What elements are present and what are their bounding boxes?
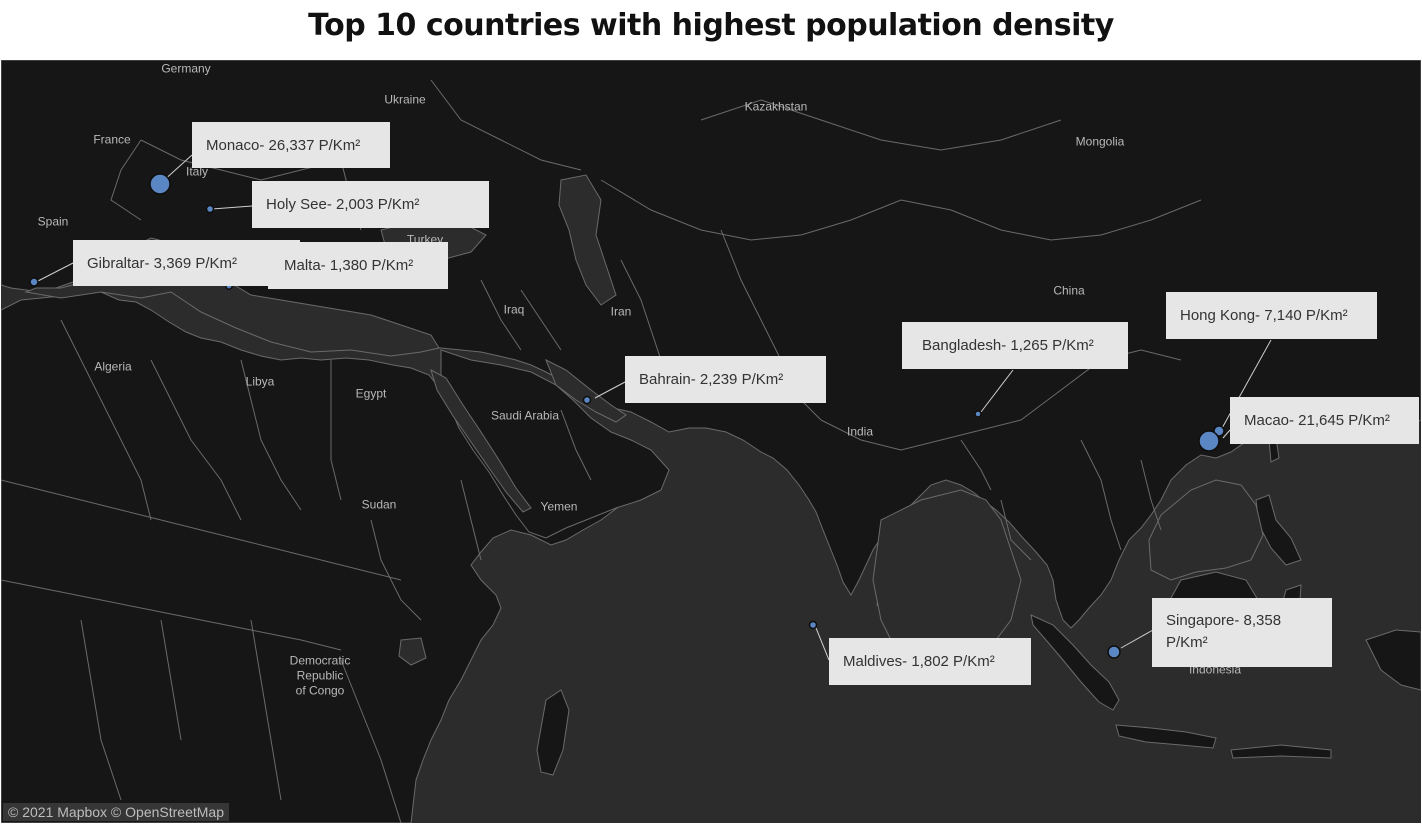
density-markers — [29, 173, 1225, 659]
map-canvas[interactable]: Germany Ukraine Kazakhstan Mongolia Fran… — [1, 60, 1421, 823]
geo-label-kazakhstan: Kazakhstan — [744, 99, 808, 114]
maldives-leader-line — [815, 627, 830, 661]
gibraltar-leader-line — [35, 262, 74, 283]
callout-holy-see[interactable]: Holy See- 2,003 P/Km² — [252, 181, 489, 228]
map-attribution[interactable]: © 2021 Mapbox © OpenStreetMap — [3, 803, 229, 821]
timor-islands-landmass — [1230, 744, 1332, 759]
madagascar-landmass — [536, 689, 570, 776]
callout-macao[interactable]: Macao- 21,645 P/Km² — [1230, 397, 1419, 444]
geo-label-drc: Democratic Republic of Congo — [290, 654, 351, 699]
geo-label-mongolia: Mongolia — [1075, 134, 1125, 149]
south-china-sea — [1148, 479, 1264, 581]
geo-label-libya: Libya — [245, 374, 275, 389]
persian-gulf — [545, 358, 627, 423]
red-sea — [430, 368, 532, 513]
holy-see-leader-line — [211, 205, 253, 210]
monaco-marker — [149, 173, 171, 195]
geo-label-drc-line-2: Republic — [296, 668, 344, 683]
geo-label-drc-line-3: of Congo — [295, 683, 345, 698]
geo-label-india: India — [846, 424, 874, 439]
geo-label-algeria: Algeria — [94, 359, 132, 374]
bay-of-bengal — [872, 489, 1022, 681]
callout-bahrain[interactable]: Bahrain- 2,239 P/Km² — [625, 356, 826, 403]
basemap — [1, 60, 1421, 823]
callout-monaco[interactable]: Monaco- 26,337 P/Km² — [192, 122, 390, 168]
callout-hong-kong[interactable]: Hong Kong- 7,140 P/Km² — [1166, 292, 1377, 339]
leader-lines — [35, 154, 1272, 661]
country-borders — [1, 79, 1202, 823]
geo-label-iraq: Iraq — [503, 302, 525, 317]
geo-label-egypt: Egypt — [355, 386, 387, 401]
geo-label-ukraine: Ukraine — [384, 92, 426, 107]
holy-see-marker — [205, 204, 215, 214]
callout-bangladesh[interactable]: Bangladesh- 1,265 P/Km² — [902, 322, 1128, 369]
singapore-marker — [1107, 645, 1121, 659]
bangladesh-marker — [974, 410, 982, 418]
java-landmass — [1115, 724, 1217, 749]
bahrain-marker — [582, 395, 592, 405]
maldives-marker — [808, 620, 818, 630]
hong-kong-leader-line — [1220, 339, 1272, 431]
geo-label-china: China — [1053, 283, 1085, 298]
geo-label-spain: Spain — [37, 214, 69, 229]
callout-gibraltar[interactable]: Gibraltar- 3,369 P/Km² — [73, 240, 300, 286]
chart-title: Top 10 countries with highest population… — [308, 8, 1114, 43]
geo-label-france: France — [93, 132, 131, 147]
geo-label-iran: Iran — [610, 304, 632, 319]
callout-maldives[interactable]: Maldives- 1,802 P/Km² — [829, 638, 1031, 685]
callout-malta[interactable]: Malta- 1,380 P/Km² — [268, 242, 448, 289]
geo-label-drc-line-1: Democratic — [289, 653, 351, 668]
macao-leader-line — [1222, 429, 1231, 439]
bangladesh-leader-line — [980, 369, 1014, 413]
geo-label-saudi-arabia: Saudi Arabia — [490, 408, 560, 423]
sumatra-landmass — [1030, 614, 1120, 711]
geo-label-italy: Italy — [185, 164, 209, 179]
geo-label-sudan: Sudan — [361, 497, 397, 512]
caspian-sea — [558, 174, 617, 306]
bahrain-leader-line — [594, 381, 626, 399]
macao-marker — [1198, 430, 1220, 452]
gibraltar-marker — [29, 277, 39, 287]
new-guinea-landmass — [1365, 629, 1421, 691]
geo-label-germany: Germany — [161, 61, 211, 76]
singapore-leader-line — [1120, 629, 1154, 649]
philippines-landmass — [1255, 494, 1302, 566]
callout-singapore[interactable]: Singapore- 8,358 P/Km² — [1152, 598, 1332, 667]
lake-victoria — [398, 637, 427, 666]
geo-label-yemen: Yemen — [540, 499, 578, 514]
